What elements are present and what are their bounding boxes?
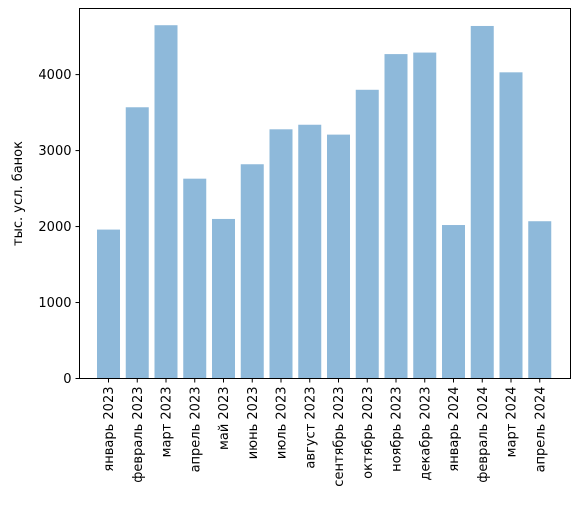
x-tick-label: май 2023 — [217, 387, 232, 450]
y-tick-label: 1000 — [38, 296, 71, 311]
x-tick-label: октябрь 2023 — [361, 387, 376, 479]
y-axis-ticks: 0 1000 2000 3000 4000 — [38, 68, 80, 387]
bar-10 — [355, 89, 379, 379]
bar-13 — [442, 225, 465, 379]
x-tick-label: февраль 2024 — [476, 387, 491, 483]
x-tick-label: июнь 2023 — [246, 387, 261, 460]
bar-7 — [269, 129, 293, 379]
y-tick-label: 3000 — [38, 144, 71, 159]
x-tick-label: август 2023 — [303, 387, 318, 469]
bar-1 — [97, 229, 120, 379]
bar-8 — [298, 124, 322, 379]
axes-layer — [79, 8, 571, 379]
x-tick-label: апрель 2023 — [188, 387, 203, 473]
bar-9 — [327, 134, 350, 379]
plot-area-frame — [79, 8, 571, 379]
y-axis-label: тыс. усл. банок — [11, 141, 26, 246]
bar-3 — [154, 25, 178, 379]
bar-12 — [413, 52, 437, 379]
bar-5 — [212, 218, 235, 379]
y-tick-label: 0 — [63, 372, 71, 387]
x-tick-label: январь 2023 — [102, 387, 117, 472]
bar-6 — [240, 164, 264, 379]
y-tick-label: 4000 — [38, 68, 71, 83]
bars-layer — [97, 25, 552, 379]
x-axis-ticks: январь 2023 февраль 2023 март 2023 апрель 2… — [102, 378, 548, 487]
bar-16 — [528, 221, 552, 379]
bar-11 — [384, 54, 408, 379]
x-tick-label: ноябрь 2023 — [390, 387, 405, 472]
x-tick-label: сентябрь 2023 — [332, 387, 347, 487]
x-tick-label: декабрь 2023 — [418, 387, 433, 481]
x-tick-label: июль 2023 — [275, 387, 290, 460]
bar-14 — [470, 25, 494, 379]
x-tick-label: февраль 2023 — [131, 387, 146, 483]
bar-2 — [125, 107, 149, 379]
x-tick-label: март 2024 — [505, 387, 520, 458]
y-tick-label: 2000 — [38, 220, 71, 235]
bar-4 — [183, 178, 207, 379]
bar-15 — [499, 72, 523, 379]
x-tick-label: апрель 2024 — [533, 387, 548, 473]
x-tick-label: январь 2024 — [447, 387, 462, 472]
x-tick-label: март 2023 — [160, 387, 175, 458]
